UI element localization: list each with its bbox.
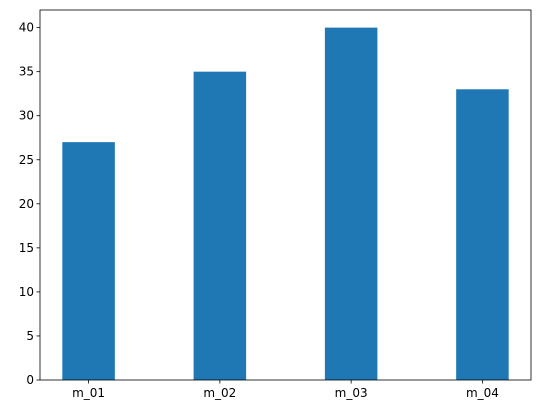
y-tick-label: 10 (19, 285, 34, 299)
y-tick-label: 40 (19, 21, 34, 35)
y-tick-label: 20 (19, 197, 34, 211)
x-tick-label: m_04 (466, 386, 499, 400)
y-tick-label: 30 (19, 109, 34, 123)
bar (193, 71, 247, 381)
y-tick-label: 0 (26, 373, 34, 387)
plot-area (62, 27, 509, 381)
y-tick-label: 15 (19, 241, 34, 255)
x-tick-label: m_01 (72, 386, 105, 400)
y-tick-label: 25 (19, 153, 34, 167)
bar (456, 89, 509, 381)
x-tick-label: m_03 (335, 386, 368, 400)
y-tick-label: 35 (19, 65, 34, 79)
axes-frame (39, 9, 532, 381)
y-tick-label: 5 (26, 329, 34, 343)
bar (324, 27, 378, 380)
x-tick-label: m_02 (203, 386, 236, 400)
bar (62, 142, 115, 380)
